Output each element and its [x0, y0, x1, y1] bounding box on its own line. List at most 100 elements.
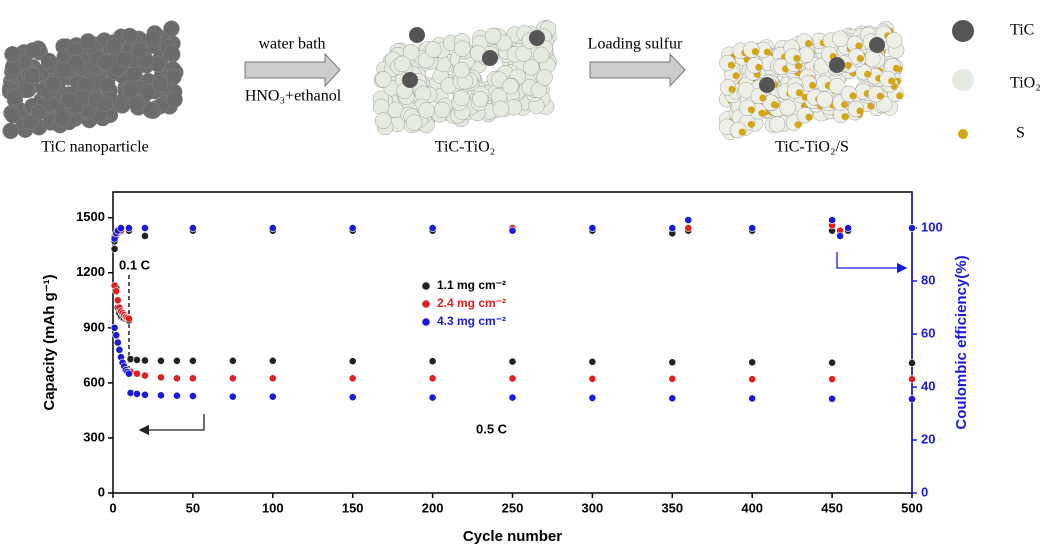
- sulfur: [759, 94, 767, 102]
- particle: [151, 75, 169, 92]
- data-point: [508, 226, 517, 235]
- particle: [394, 55, 411, 73]
- data-point: [173, 391, 181, 400]
- data-point: [228, 392, 237, 401]
- data-point: [110, 323, 119, 332]
- data-point: [133, 389, 141, 398]
- legend-marker: [422, 300, 430, 308]
- data-point: [828, 358, 836, 367]
- data-point: [588, 394, 597, 402]
- sulfur: [804, 40, 812, 48]
- data-point: [748, 394, 757, 403]
- data-point: [908, 395, 916, 403]
- tic-particle: [409, 27, 425, 43]
- y2-tick-label: 100: [921, 219, 943, 234]
- particle: [139, 83, 156, 101]
- particle: [779, 99, 796, 116]
- x-tick-label: 350: [661, 500, 683, 515]
- particle: [375, 71, 392, 88]
- particle: [97, 53, 114, 71]
- data-point: [228, 374, 237, 383]
- particle: [116, 51, 133, 68]
- data-point: [112, 287, 121, 296]
- data-point: [348, 224, 357, 232]
- data-point: [125, 224, 133, 232]
- x-axis-label: Cycle number: [463, 528, 562, 545]
- sulfur: [763, 48, 771, 56]
- x-tick-label: 0: [109, 500, 116, 515]
- legend-marker: [422, 318, 430, 326]
- particle: [128, 95, 146, 112]
- particle: [4, 107, 22, 124]
- data-point: [268, 356, 277, 365]
- particle: [30, 103, 48, 121]
- sulfur: [808, 81, 816, 89]
- y-tick-label: 600: [83, 374, 105, 389]
- sulfur: [849, 92, 857, 100]
- legend-label: 4.3 mg cm⁻²: [437, 314, 506, 328]
- x-tick-label: 500: [901, 500, 923, 515]
- legend-icon: [952, 20, 974, 42]
- data-point: [428, 393, 437, 402]
- legend-label: S: [1016, 125, 1025, 142]
- data-point: [141, 224, 149, 232]
- data-point: [268, 392, 277, 401]
- arrow: [589, 52, 686, 88]
- sulfur: [888, 77, 896, 85]
- x-tick-label: 200: [422, 500, 444, 515]
- tic-particle: [869, 37, 885, 53]
- data-point: [110, 244, 119, 253]
- data-point: [115, 345, 124, 354]
- data-point: [173, 374, 181, 383]
- data-point: [588, 357, 597, 366]
- y-axis-label: Capacity (mAh g⁻¹): [41, 274, 58, 410]
- data-point: [141, 390, 149, 399]
- y-tick-label: 300: [83, 429, 105, 444]
- stage-label: TiC-TiO₂/S: [775, 139, 849, 156]
- data-point: [684, 216, 693, 224]
- particle: [79, 33, 97, 50]
- particle: [142, 102, 160, 119]
- data-point: [133, 369, 141, 378]
- particle: [144, 30, 162, 48]
- chart: 0 50 100 150 200 250 300 350 400 450 5000300600900…: [41, 191, 970, 545]
- particle: [6, 88, 24, 106]
- x-tick-label: 50: [186, 500, 200, 515]
- x-tick-label: 100: [262, 500, 284, 515]
- legend-icon: [952, 69, 974, 91]
- x-tick-label: 450: [821, 500, 843, 515]
- sulfur: [856, 54, 864, 62]
- y-tick-label: 1500: [76, 209, 105, 224]
- sulfur: [805, 113, 813, 121]
- data-point: [188, 392, 197, 400]
- data-point: [748, 224, 757, 232]
- particle: [121, 82, 139, 99]
- legend-marker: [422, 282, 430, 290]
- sulfur: [751, 48, 759, 56]
- sulfur: [727, 61, 735, 69]
- particle: [434, 101, 451, 119]
- sulfur: [728, 85, 736, 93]
- particle: [44, 76, 62, 93]
- data-point: [668, 224, 677, 232]
- sulfur: [758, 109, 766, 117]
- y2-tick-label: 20: [921, 431, 935, 446]
- axis-arrow: [138, 414, 205, 436]
- particle: [768, 116, 786, 133]
- data-point: [268, 224, 277, 232]
- y-tick-label: 0: [98, 484, 105, 499]
- sulfur: [795, 89, 803, 97]
- data-point: [268, 374, 277, 383]
- particle: [67, 54, 85, 72]
- particle: [163, 20, 180, 37]
- data-point: [188, 224, 197, 232]
- data-point: [157, 356, 165, 365]
- sulfur: [876, 92, 884, 100]
- particle: [4, 46, 21, 63]
- tic-particle: [759, 77, 775, 93]
- data-point: [828, 216, 836, 224]
- particle: [454, 40, 471, 57]
- particle: [96, 95, 114, 112]
- particle: [533, 46, 550, 64]
